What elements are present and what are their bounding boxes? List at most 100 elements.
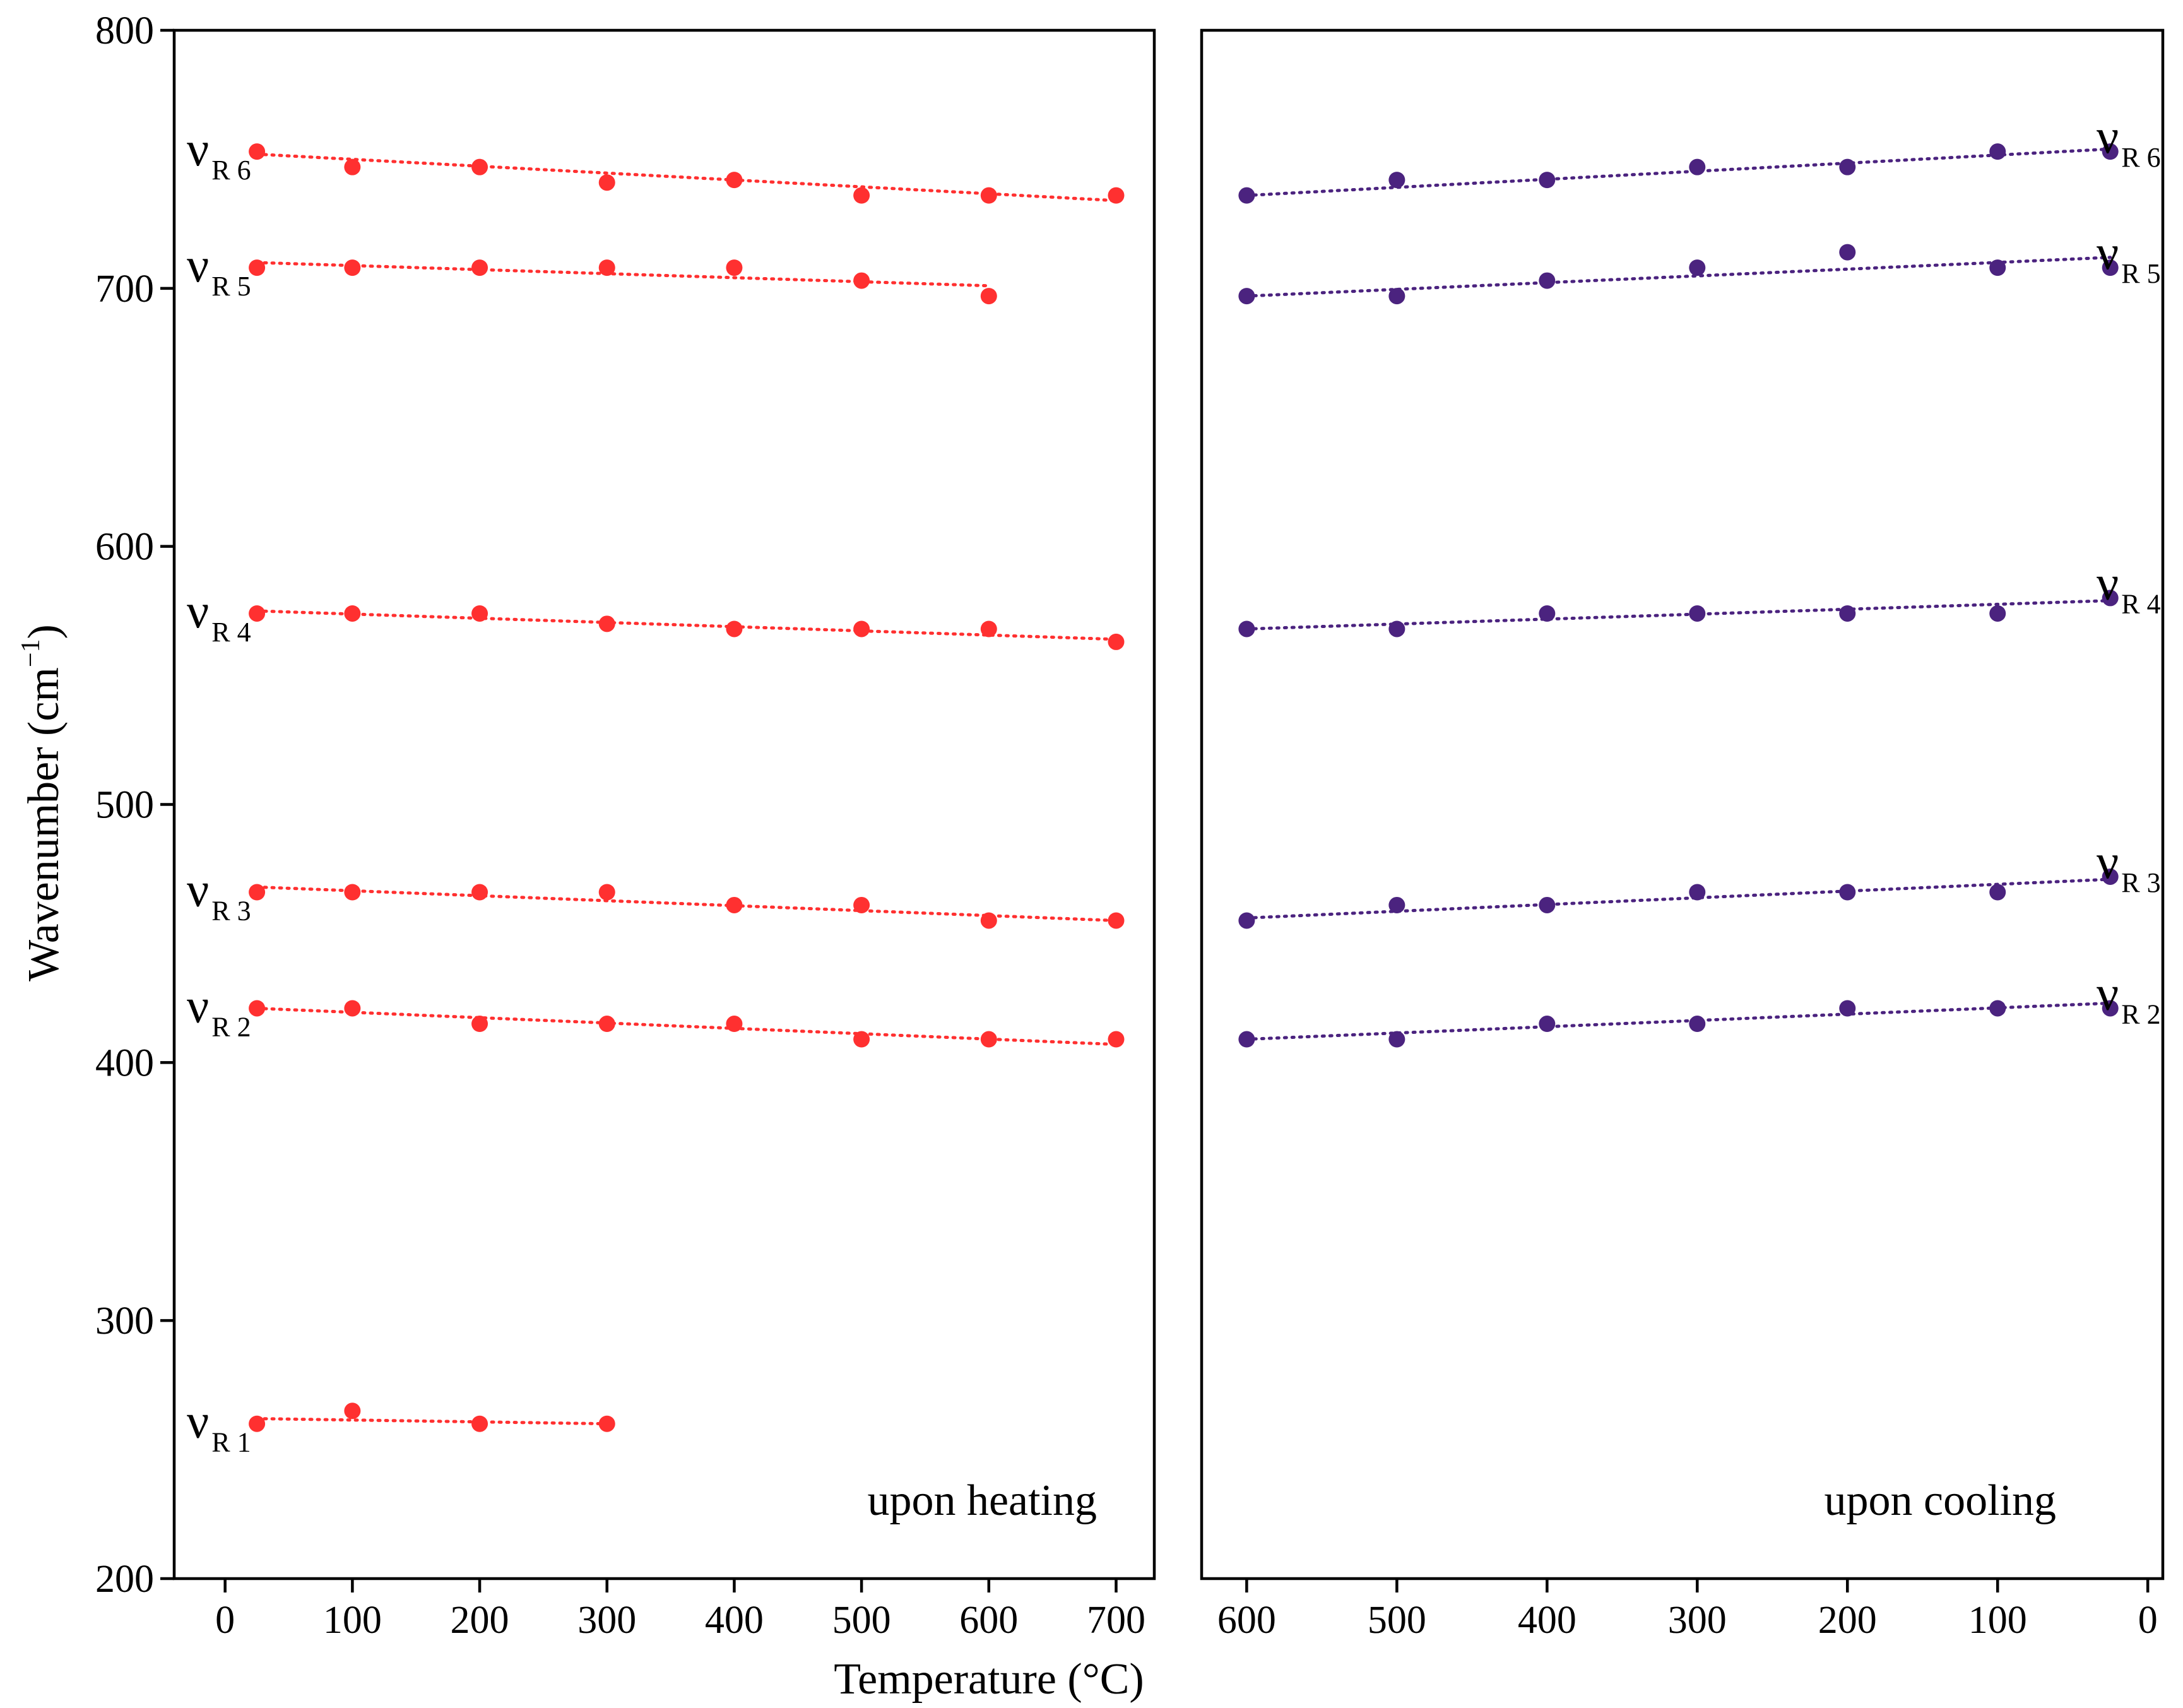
data-point-r3 bbox=[1539, 896, 1556, 913]
x-tick-label: 700 bbox=[1087, 1599, 1145, 1642]
data-point-r5 bbox=[853, 272, 870, 289]
mode-label-r5: νR 5 bbox=[2097, 225, 2161, 289]
x-tick-label: 0 bbox=[2138, 1599, 2158, 1642]
x-tick-label: 400 bbox=[705, 1599, 764, 1642]
data-point-r2 bbox=[344, 1000, 361, 1017]
mode-label-symbol: ν bbox=[2097, 965, 2119, 1020]
data-point-r4 bbox=[249, 605, 266, 622]
x-tick-label: 500 bbox=[1368, 1599, 1426, 1642]
cooling-x-axis-ticks: 600 500 400 300 200 100 0 bbox=[1217, 1579, 2158, 1642]
fit-line-r2 bbox=[255, 1006, 1118, 1047]
data-point-r4 bbox=[980, 620, 997, 638]
data-point-r3 bbox=[1989, 884, 2006, 901]
data-point-r2 bbox=[853, 1031, 870, 1048]
mode-label-subscript: R 5 bbox=[211, 271, 251, 302]
cooling-panel: 600 500 400 300 200 100 0 νR 2νR 3νR 4νR 5νR 6… bbox=[1200, 28, 2165, 1642]
data-point-r2 bbox=[1108, 1031, 1125, 1048]
data-point-r3 bbox=[1689, 884, 1706, 901]
data-point-r2 bbox=[598, 1016, 615, 1033]
x-tick-label: 100 bbox=[1968, 1599, 2027, 1642]
fit-line-r5 bbox=[1245, 256, 2112, 298]
data-point-r2 bbox=[2102, 1000, 2119, 1017]
data-point-r6 bbox=[1238, 187, 1255, 204]
data-point-r2 bbox=[249, 1000, 266, 1017]
mode-label-r3: νR 3 bbox=[2097, 834, 2161, 898]
data-point-r6 bbox=[1839, 158, 1856, 175]
data-point-r2 bbox=[980, 1031, 997, 1048]
data-point-r5 bbox=[2102, 259, 2119, 276]
data-point-r5 bbox=[471, 259, 488, 276]
heating-data-points bbox=[249, 143, 1125, 1432]
y-tick-label: 400 bbox=[95, 1041, 154, 1084]
data-point-r6 bbox=[344, 158, 361, 175]
data-point-r6 bbox=[471, 158, 488, 175]
data-point-r3 bbox=[1238, 912, 1255, 929]
data-point-r6 bbox=[1108, 187, 1125, 204]
data-point-r4 bbox=[853, 620, 870, 638]
y-tick-label: 800 bbox=[95, 9, 154, 52]
data-point-r5 bbox=[1539, 272, 1556, 289]
data-point-r5 bbox=[726, 259, 743, 276]
data-point-r2 bbox=[1539, 1016, 1556, 1033]
data-point-r3 bbox=[726, 896, 743, 913]
data-point-r4 bbox=[1689, 605, 1706, 622]
x-tick-label: 600 bbox=[1217, 1599, 1276, 1642]
data-point-r2 bbox=[1388, 1031, 1405, 1048]
data-point-r4 bbox=[1989, 605, 2006, 622]
fit-line-r4 bbox=[255, 609, 1118, 641]
mode-label-subscript: R 6 bbox=[2121, 142, 2160, 173]
data-point-r4 bbox=[2102, 590, 2119, 607]
data-point-r3 bbox=[344, 884, 361, 901]
heating-x-axis-ticks: 0 100 200 300 400 500 600 700 bbox=[215, 1579, 1145, 1642]
data-point-r6 bbox=[1689, 158, 1706, 175]
data-point-r6 bbox=[598, 174, 615, 191]
data-point-r3 bbox=[1108, 912, 1125, 929]
y-axis-label-main: Wavenumber (cm bbox=[20, 667, 68, 982]
data-point-r3 bbox=[249, 884, 266, 901]
mode-label-subscript: R 6 bbox=[211, 155, 251, 186]
data-point-r4 bbox=[1108, 633, 1125, 650]
data-point-r3 bbox=[980, 912, 997, 929]
mode-label-symbol: ν bbox=[187, 583, 209, 638]
fit-line-r3 bbox=[255, 885, 1118, 922]
x-tick-label: 300 bbox=[1668, 1599, 1727, 1642]
data-point-r5 bbox=[598, 259, 615, 276]
data-point-r4 bbox=[1388, 620, 1405, 638]
data-point-r1 bbox=[598, 1415, 615, 1432]
fit-line-r6 bbox=[255, 152, 1118, 203]
data-point-r3 bbox=[1839, 884, 1856, 901]
data-point-r6 bbox=[853, 187, 870, 204]
heating-panel-annotation: upon heating bbox=[867, 1476, 1097, 1525]
cooling-plot-frame bbox=[1200, 28, 2165, 1580]
data-point-r6 bbox=[980, 187, 997, 204]
data-point-r5 bbox=[1689, 259, 1706, 276]
y-axis-ticks: 200 300 400 500 600 700 800 bbox=[95, 9, 174, 1601]
mode-label-symbol: ν bbox=[187, 1394, 209, 1449]
data-point-r5 bbox=[1839, 244, 1856, 261]
mode-label-subscript: R 4 bbox=[2121, 588, 2160, 619]
x-tick-label: 400 bbox=[1518, 1599, 1577, 1642]
mode-label-r6: νR 6 bbox=[2097, 109, 2161, 173]
data-point-r3 bbox=[471, 884, 488, 901]
data-point-r3 bbox=[1388, 896, 1405, 913]
fit-line-r3 bbox=[1245, 877, 2112, 920]
x-tick-label: 500 bbox=[832, 1599, 891, 1642]
mode-label-subscript: R 4 bbox=[211, 617, 251, 648]
cooling-mode-labels: νR 2νR 3νR 4νR 5νR 6 bbox=[2097, 109, 2161, 1029]
data-point-r4 bbox=[471, 605, 488, 622]
mode-label-symbol: ν bbox=[2097, 834, 2119, 889]
data-point-r4 bbox=[726, 620, 743, 638]
data-point-r6 bbox=[249, 143, 266, 160]
x-tick-label: 100 bbox=[323, 1599, 382, 1642]
mode-label-r1: νR 1 bbox=[187, 1394, 251, 1458]
x-tick-label: 200 bbox=[451, 1599, 509, 1642]
y-tick-label: 200 bbox=[95, 1558, 154, 1601]
mode-label-subscript: R 2 bbox=[2121, 999, 2160, 1029]
y-axis-label-exponent: −1 bbox=[16, 639, 45, 667]
data-point-r3 bbox=[2102, 868, 2119, 885]
heating-panel: 200 300 400 500 600 700 800 0 100 200 300 400 500 60… bbox=[95, 9, 1156, 1642]
mode-label-symbol: ν bbox=[187, 237, 209, 292]
data-point-r6 bbox=[726, 172, 743, 189]
